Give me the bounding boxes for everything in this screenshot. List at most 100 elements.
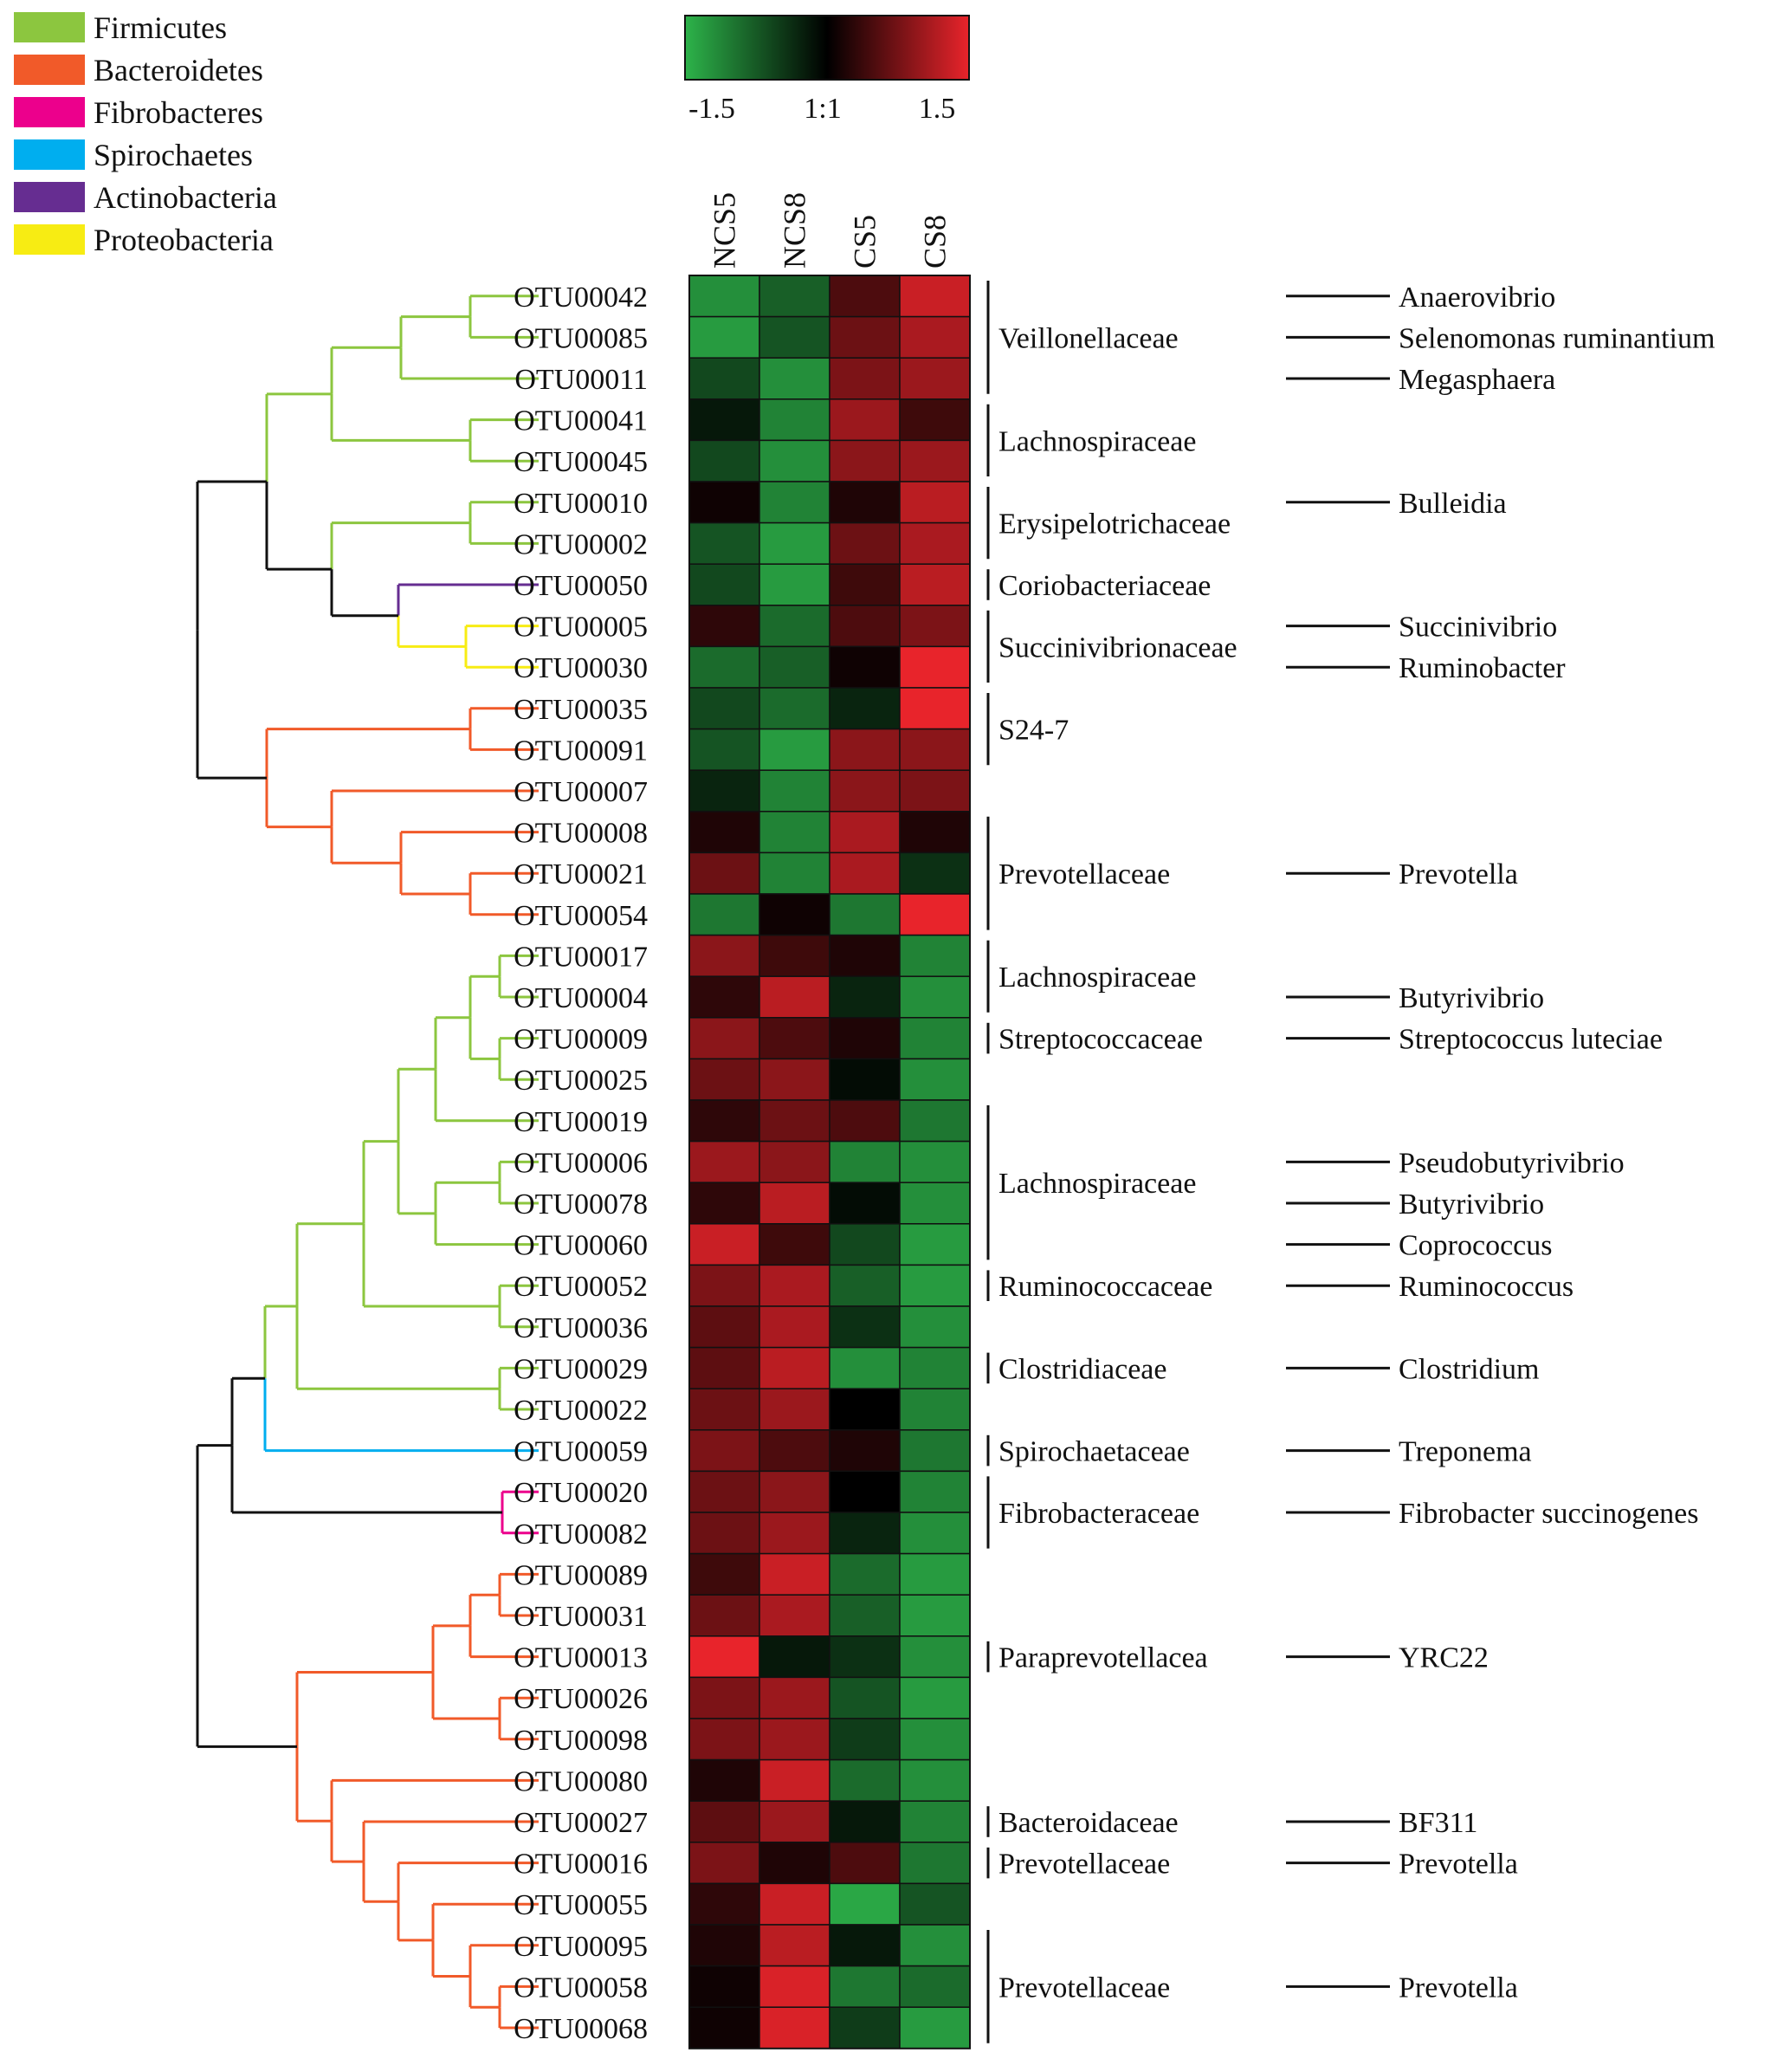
heatmap-cell <box>688 1965 760 2008</box>
otu-label: OTU00025 <box>514 1065 648 1097</box>
heatmap-cell <box>829 2006 901 2049</box>
heatmap-cell <box>759 2006 830 2049</box>
otu-label: OTU00091 <box>514 735 648 767</box>
heatmap-cell <box>829 521 901 565</box>
heatmap-cell <box>688 1594 760 1637</box>
heatmap-cell <box>829 1552 901 1596</box>
heatmap-cell <box>829 315 901 359</box>
otu-label: OTU00050 <box>514 570 648 602</box>
heatmap-cell <box>899 1346 971 1389</box>
otu-label: OTU00029 <box>514 1353 648 1385</box>
heatmap-cell <box>688 439 760 482</box>
heatmap-cell <box>759 481 830 524</box>
heatmap-cell <box>899 357 971 400</box>
heatmap-cell <box>899 893 971 936</box>
otu-label: OTU00078 <box>514 1188 648 1221</box>
legend-swatch-fibrobacteres <box>14 97 85 127</box>
otu-label: OTU00095 <box>514 1931 648 1963</box>
heatmap-cell <box>688 1099 760 1143</box>
column-label-ncs8: NCS8 <box>778 192 812 269</box>
heatmap-cell <box>829 1512 901 1555</box>
heatmap-cell <box>759 1924 830 1967</box>
legend-label-bacteroidetes: Bacteroidetes <box>94 53 263 87</box>
heatmap-cell <box>899 315 971 359</box>
heatmap-cell <box>688 1676 760 1719</box>
genus-annotations: Anaerovibrio Selenomonas ruminantium Megas… <box>1286 282 1715 2004</box>
legend-label-fibrobacteres: Fibrobacteres <box>94 95 263 130</box>
heatmap-cell <box>688 1017 760 1060</box>
heatmap-cell <box>829 1264 901 1307</box>
otu-label: OTU00098 <box>514 1725 648 1757</box>
legend-label-firmicutes: Firmicutes <box>94 10 227 45</box>
heatmap-cell <box>829 1635 901 1679</box>
family-label: S24-7 <box>998 715 1069 747</box>
colorbar-tick-label: 1.5 <box>919 93 956 125</box>
heatmap-cell <box>899 1758 971 1802</box>
family-label: Clostridiaceae <box>998 1353 1166 1385</box>
family-label: Lachnospiraceae <box>998 425 1196 457</box>
heatmap-cell <box>688 934 760 977</box>
otu-label: OTU00026 <box>514 1683 648 1715</box>
colorbar-tick-label: -1.5 <box>688 93 735 125</box>
heatmap-cell <box>688 769 760 813</box>
heatmap-cell <box>759 1140 830 1183</box>
heatmap-cell <box>759 811 830 854</box>
otu-label: OTU00013 <box>514 1642 648 1674</box>
otu-label: OTU00089 <box>514 1559 648 1591</box>
heatmap-cell <box>688 1512 760 1555</box>
heatmap-cell <box>688 1924 760 1967</box>
heatmap-cell <box>688 1552 760 1596</box>
heatmap-cell <box>829 1594 901 1637</box>
heatmap-cell <box>829 1965 901 2008</box>
heatmap-cell <box>899 1635 971 1679</box>
legend-label-spirochaetes: Spirochaetes <box>94 138 253 172</box>
family-label: Prevotellaceae <box>998 1849 1170 1881</box>
genus-label: Prevotella <box>1399 1972 1518 2004</box>
heatmap-cell <box>759 1429 830 1473</box>
heatmap-cell <box>829 1388 901 1431</box>
heatmap-cell <box>759 1676 830 1719</box>
heatmap-cell <box>829 851 901 895</box>
heatmap-cell <box>688 2006 760 2049</box>
heatmap-cell <box>899 975 971 1019</box>
heatmap-cell <box>759 1058 830 1101</box>
heatmap-cell <box>688 1140 760 1183</box>
column-label-ncs5: NCS5 <box>708 192 742 269</box>
heatmap-cell <box>688 1429 760 1473</box>
heatmap-cell <box>899 1676 971 1719</box>
heatmap-cell <box>759 851 830 895</box>
otu-label: OTU00060 <box>514 1230 648 1262</box>
genus-label: Selenomonas ruminantium <box>1399 322 1715 354</box>
otu-label: OTU00005 <box>514 612 648 644</box>
heatmap-cell <box>899 728 971 771</box>
heatmap-cell <box>899 811 971 854</box>
heatmap-cell <box>829 357 901 400</box>
heatmap-cell <box>759 398 830 442</box>
heatmap-cell <box>759 521 830 565</box>
heatmap-cell <box>899 1800 971 1843</box>
heatmap-cell <box>688 728 760 771</box>
family-label: Erysipelotrichaceae <box>998 508 1231 541</box>
heatmap-cell <box>688 315 760 359</box>
heatmap-cell <box>829 1058 901 1101</box>
otu-label: OTU00042 <box>514 282 648 314</box>
heatmap-cell <box>899 1512 971 1555</box>
otu-label: OTU00045 <box>514 446 648 478</box>
heatmap-cell <box>829 1346 901 1389</box>
otu-label: OTU00008 <box>514 818 648 850</box>
otu-label: OTU00055 <box>514 1889 648 1921</box>
heatmap-cell <box>688 687 760 730</box>
family-label: Bacteroidaceae <box>998 1807 1179 1839</box>
heatmap-cell <box>759 1512 830 1555</box>
heatmap-cell <box>829 1223 901 1266</box>
otu-label: OTU00031 <box>514 1601 648 1633</box>
genus-label: Anaerovibrio <box>1399 282 1555 314</box>
heatmap-cell <box>688 1635 760 1679</box>
heatmap-cell <box>829 605 901 648</box>
otu-label: OTU00059 <box>514 1436 648 1468</box>
heatmap-cell <box>829 1800 901 1843</box>
heatmap-cell <box>759 1594 830 1637</box>
color-scale-bar: -1.5 1:1 1.5 <box>684 15 970 125</box>
heatmap-cell <box>759 687 830 730</box>
